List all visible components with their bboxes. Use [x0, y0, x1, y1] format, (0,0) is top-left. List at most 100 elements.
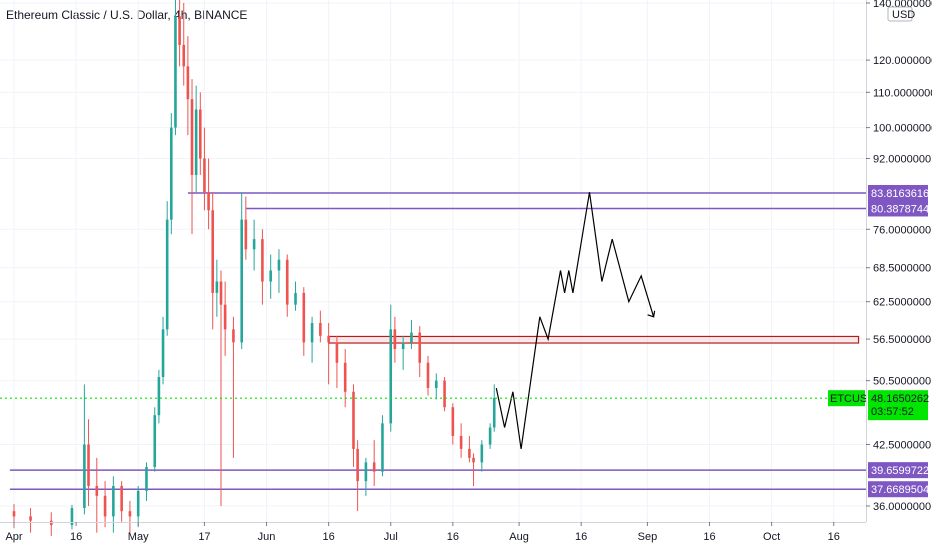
price-axis[interactable]: 140.0000000 120.0000000 110.0000000 100.000… [866, 0, 932, 522]
candle-body [335, 342, 339, 363]
candle-body [29, 516, 32, 521]
candle-body [186, 66, 190, 100]
y-tick-label: 56.5000000 [873, 334, 931, 346]
candle-body [83, 444, 86, 509]
candle-body [410, 332, 413, 343]
candle-body [294, 292, 297, 305]
candle-body [161, 329, 165, 377]
horizontal-levels: 83.8163616 80.3878744 39.6599722 37.6689504 [9, 185, 929, 498]
x-tick-label: 16 [447, 531, 459, 543]
x-tick-label: 16 [828, 531, 840, 543]
candle-body [203, 158, 206, 193]
x-tick-label: 16 [575, 531, 587, 543]
x-tick-label: Jul [384, 531, 398, 543]
candle-body [434, 380, 438, 389]
level-label: 39.6599722 [871, 465, 929, 477]
candle-body [120, 485, 123, 512]
candle-body [269, 270, 272, 282]
candle-body [352, 391, 355, 449]
candle-body [364, 462, 368, 482]
countdown-label: 03:57:52 [871, 406, 914, 418]
candle-body [480, 444, 484, 463]
x-tick-label: 16 [703, 531, 715, 543]
y-tick-label: 36.0000000 [873, 501, 931, 513]
y-tick-label: 100.0000000 [873, 123, 932, 135]
time-axis[interactable]: Apr 16 May 17 Jun 16 Jul 16 Aug 16 Sep 16 Oct 16 [0, 522, 866, 543]
candle-body [136, 490, 140, 517]
symbol-label-bg [828, 390, 865, 407]
candle-body [157, 376, 161, 416]
candle-body [381, 423, 384, 472]
y-tick-label: 42.5000000 [873, 440, 931, 452]
candle-body [145, 466, 148, 491]
candle-body [252, 239, 256, 250]
resistance-zone-box [328, 335, 860, 344]
level-label: 83.8163616 [871, 188, 929, 200]
x-tick-label: 17 [198, 531, 210, 543]
candle-body [128, 511, 132, 517]
candle-body [327, 335, 330, 343]
candle-body [112, 485, 115, 517]
candle-body [356, 448, 359, 482]
level-label-bg [868, 185, 928, 202]
y-tick-label: 68.5000000 [873, 263, 931, 275]
y-tick-label: 140.0000000 [873, 0, 932, 10]
y-tick-label: 110.0000000 [873, 87, 932, 99]
candle-body [285, 259, 289, 305]
chart-title: Ethereum Classic / U.S. Dollar, 4h, BINA… [6, 8, 248, 22]
candle-body [70, 508, 74, 525]
current-price-label: 48.1650262 [871, 393, 929, 405]
candle-body [170, 127, 173, 220]
candle-body [472, 457, 475, 463]
candle-body [343, 362, 347, 392]
candle-body [389, 329, 393, 424]
candle-body [190, 99, 194, 175]
current-price-label-bg [868, 390, 928, 421]
x-tick-label: May [128, 531, 149, 543]
symbol-label: ETCUSD [830, 393, 875, 405]
candle-body [302, 292, 306, 343]
candle-body [165, 219, 169, 330]
candle-body [372, 462, 376, 472]
currency-badge [887, 6, 913, 22]
candle-body [468, 448, 471, 458]
candle-body [194, 109, 198, 175]
y-tick-label: 50.5000000 [873, 376, 931, 388]
x-tick-label: 16 [70, 531, 82, 543]
candle-body [215, 281, 219, 293]
candle-body [219, 281, 223, 305]
level-label: 37.6689504 [871, 484, 929, 496]
candles [12, 0, 496, 536]
x-tick-label: Sep [638, 531, 658, 543]
resistance-zone [328, 335, 860, 344]
candle-body [459, 435, 463, 449]
candle-body [199, 109, 202, 159]
candle-body [87, 444, 90, 486]
candle-body [207, 192, 210, 211]
candle-body [310, 323, 314, 343]
forecast-path [495, 192, 656, 449]
y-tick-label: 76.0000000 [873, 224, 931, 236]
candle-body [492, 397, 496, 428]
forecast-line [495, 192, 655, 449]
candle-body [261, 239, 264, 282]
candle-body [232, 329, 235, 343]
candle-body [443, 380, 446, 408]
candle-body [451, 407, 455, 436]
x-tick-label: Aug [509, 531, 529, 543]
candle-body [211, 210, 215, 293]
level-label-bg [868, 481, 928, 498]
candle-body [178, 16, 181, 45]
x-tick-label: 16 [323, 531, 335, 543]
currency-label: USD [892, 9, 915, 21]
y-tick-label: 62.5000000 [873, 297, 931, 309]
x-tick-label: Jun [258, 531, 276, 543]
candle-body [240, 219, 243, 343]
candle-body [426, 362, 430, 389]
candle-body [95, 485, 99, 496]
y-tick-label: 92.0000000 [873, 153, 931, 165]
candle-body [153, 415, 157, 467]
candle-body [488, 427, 492, 445]
